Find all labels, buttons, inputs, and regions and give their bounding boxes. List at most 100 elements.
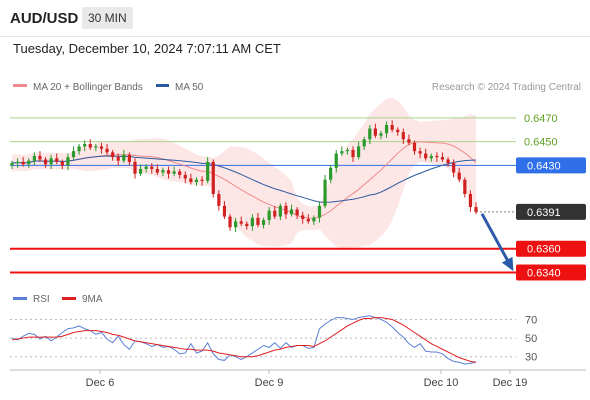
candle-body	[289, 209, 294, 215]
candle-body	[261, 220, 266, 225]
candle-body	[440, 157, 445, 160]
x-axis: Dec 6 Dec 9 Dec 10 Dec 19	[86, 370, 527, 389]
candle-body	[351, 149, 355, 158]
candle-body	[166, 170, 171, 174]
bollinger-bands	[12, 97, 476, 250]
level-label-0.6360: 0.6360	[527, 244, 561, 256]
ma50-legend-swatch	[156, 84, 169, 87]
timeframe-badge[interactable]: 30 MIN	[82, 7, 133, 29]
level-tag-0.6430	[516, 157, 586, 174]
level-tag-0.6340	[516, 264, 586, 281]
candle-body	[183, 174, 187, 179]
projection-arrow	[480, 213, 514, 272]
candle-body	[38, 155, 42, 160]
level-labels: 0.6470 0.6450 0.6430 0.6391 0.6360 0.6340	[516, 113, 586, 281]
candle-body	[77, 146, 81, 152]
rsi-legend-swatch	[13, 297, 27, 300]
level-label-0.6450: 0.6450	[524, 137, 558, 149]
symbol-title: AUD/USD	[10, 10, 79, 27]
level-label-0.6430: 0.6430	[527, 160, 561, 172]
candle-body	[284, 205, 288, 215]
candle-body	[27, 160, 31, 165]
candle-body	[446, 159, 450, 164]
candle-body	[468, 193, 473, 208]
candle-body	[99, 146, 104, 149]
level-label-0.6470: 0.6470	[524, 113, 558, 125]
candle-body	[340, 151, 344, 154]
rsi-ma-legend-label: 9MA	[82, 294, 103, 305]
candle-body	[306, 218, 310, 222]
candle-body	[94, 146, 98, 148]
candle-body	[278, 205, 282, 217]
candle-body	[144, 166, 148, 169]
candle-body	[396, 129, 400, 133]
ma20-legend-label: MA 20 + Bollinger Bands	[33, 82, 143, 93]
candle-body	[21, 161, 25, 165]
candle-body	[172, 171, 176, 174]
credit-text: Research © 2024 Trading Central	[432, 82, 581, 93]
candle-body	[317, 205, 322, 218]
candle-body	[452, 163, 456, 173]
x-tick-label: Dec 9	[255, 377, 284, 389]
candle-body	[357, 146, 361, 158]
candle-body	[155, 168, 159, 173]
candle-body	[206, 161, 210, 181]
projection-arrowhead	[501, 256, 514, 272]
candle-body	[429, 155, 433, 159]
candle-body	[194, 179, 199, 183]
rsi-tick-50: 50	[525, 333, 537, 345]
candle-body	[362, 139, 366, 147]
bollinger-band-area	[12, 97, 476, 250]
candle-body	[267, 210, 271, 221]
candle-body	[234, 221, 238, 228]
candle-body	[55, 158, 59, 162]
x-tick-label: Dec 6	[86, 377, 115, 389]
candle-body	[111, 152, 115, 158]
candle-body	[412, 142, 417, 152]
candle-body	[116, 157, 120, 161]
level-tag-0.6360	[516, 240, 586, 257]
candle-body	[211, 161, 215, 194]
level-tag-0.6391	[516, 203, 586, 220]
candle-body	[463, 179, 467, 194]
level-label-0.6340: 0.6340	[527, 267, 561, 279]
timestamp: Tuesday, December 10, 2024 7:07:11 AM CE…	[13, 41, 281, 56]
candle-body	[401, 132, 405, 140]
candle-body	[43, 159, 48, 165]
candle-body	[329, 167, 333, 180]
candle-body	[379, 133, 383, 136]
candle-body	[418, 151, 422, 154]
rsi-tick-30: 30	[525, 352, 537, 364]
key-levels	[10, 117, 516, 274]
candle-body	[71, 151, 76, 158]
candle-body	[138, 168, 143, 174]
candle-body	[474, 207, 478, 212]
candle-body	[245, 223, 249, 227]
candle-body	[435, 155, 439, 158]
candle-body	[239, 221, 243, 224]
ma20-legend-swatch	[13, 84, 27, 87]
candle-body	[228, 216, 232, 228]
candle-body	[301, 215, 305, 219]
rsi-legend-label: RSI	[33, 294, 50, 305]
candle-body	[250, 217, 254, 227]
candle-body	[127, 154, 131, 162]
rsi-panel: 70 50 30	[10, 314, 537, 365]
candle-body	[83, 144, 87, 147]
candle-body	[384, 124, 389, 134]
candle-body	[222, 205, 227, 217]
level-label-0.6391: 0.6391	[527, 207, 561, 219]
candle-body	[49, 158, 53, 165]
candle-body	[368, 128, 372, 140]
candle-body	[200, 179, 204, 181]
candle-body	[345, 149, 350, 152]
candle-body	[150, 166, 154, 169]
candle-body	[122, 154, 126, 161]
candle-body	[133, 161, 137, 174]
candle-body	[295, 209, 299, 216]
candle-body	[323, 179, 327, 206]
candle-body	[256, 217, 260, 225]
header-bar: AUD/USD 30 MIN	[0, 0, 590, 37]
candle-body	[373, 128, 377, 136]
candle-body	[217, 193, 221, 206]
